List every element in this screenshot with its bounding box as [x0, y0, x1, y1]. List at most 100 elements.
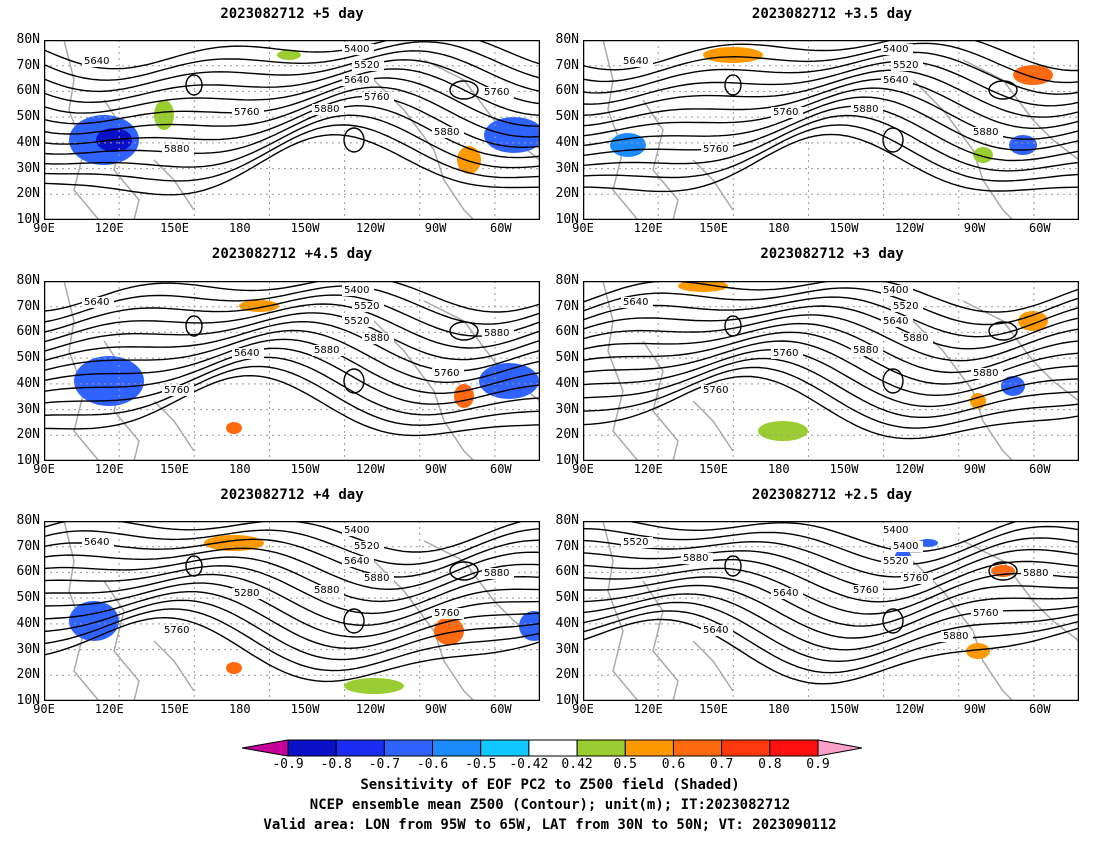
lon-label: 120E — [633, 702, 663, 716]
colorbar-swatch — [624, 739, 674, 757]
lon-label: 120W — [355, 462, 385, 476]
lat-label: 80N — [555, 513, 579, 528]
map-panel-5: 5400 5520 5640 5640 5280 5760 5760 5880 5880 5880 — [44, 521, 540, 701]
lon-label: 120W — [355, 702, 385, 716]
lat-label: 70N — [16, 298, 40, 314]
contour-label: 5520 — [883, 556, 908, 567]
lat-label: 70N — [555, 57, 579, 73]
lon-label: 90W — [963, 462, 986, 476]
lon-label: 120W — [355, 221, 385, 235]
lon-label: 180 — [228, 221, 251, 235]
lat-label: 40N — [555, 134, 579, 150]
contour-label: 5760 — [773, 107, 798, 118]
colorbar-swatch — [672, 739, 723, 757]
lon-label: 120E — [94, 702, 124, 716]
footer-line-1: Sensitivity of EOF PC2 to Z500 field (Sh… — [360, 777, 740, 793]
lon-label: 90W — [963, 702, 986, 716]
lat-label: 20N — [16, 186, 40, 202]
lon-label: 180 — [767, 462, 790, 476]
lat-label: 30N — [16, 641, 40, 657]
lat-label: 10N — [555, 212, 579, 227]
lat-label: 40N — [16, 615, 40, 631]
lon-label: 60W — [1028, 221, 1051, 235]
lon-label: 120W — [894, 462, 924, 476]
lon-label: 90W — [963, 221, 986, 235]
lon-label: 120E — [633, 462, 663, 476]
lat-label: 60N — [16, 324, 40, 340]
lat-label: 50N — [16, 350, 40, 366]
lat-label: 20N — [16, 427, 40, 443]
contour-label: 5520 — [623, 537, 648, 548]
contour-label: 5640 — [883, 75, 908, 86]
lon-label: 150W — [290, 462, 320, 476]
map-panel-6: 5400 5400 5520 5520 5640 5640 5760 5760 5760 5880… — [583, 521, 1079, 701]
contour-label: 5400 — [344, 285, 369, 296]
contour-label: 5880 — [1023, 568, 1048, 579]
colorbar-swatch — [769, 739, 819, 757]
colorbar-swatch — [576, 739, 626, 757]
lon-label: 150E — [160, 462, 189, 476]
contour-label: 5760 — [703, 144, 728, 155]
contour-label: 5760 — [773, 348, 798, 359]
lat-label: 80N — [555, 273, 579, 288]
lat-label: 50N — [16, 109, 40, 125]
contour-label: 5880 — [314, 585, 339, 596]
lon-label: 90W — [424, 462, 447, 476]
contour-label: 5760 — [903, 573, 928, 584]
lon-label: 60W — [1028, 462, 1051, 476]
contour-label: 5880 — [853, 345, 878, 356]
contour-label: 5640 — [84, 56, 109, 67]
lon-label: 60W — [489, 221, 512, 235]
colorbar-tick-label: -0.7 — [368, 757, 401, 772]
lat-label: 30N — [16, 401, 40, 417]
panel-title: 2023082712 +5 day — [220, 6, 364, 22]
map-panel-4: 5400 5520 5640 5640 5760 5760 5880 5880 5880 — [583, 281, 1079, 461]
contour-label: 5760 — [234, 107, 259, 118]
lat-label: 30N — [555, 401, 579, 417]
contour-label: 5520 — [893, 60, 918, 71]
lon-label: 90W — [424, 221, 447, 235]
contour-label: 5640 — [84, 537, 109, 548]
contour-label: 5760 — [484, 87, 509, 98]
lon-label: 150W — [829, 221, 859, 235]
lon-label: 60W — [489, 462, 512, 476]
contour-label: 5280 — [234, 588, 259, 599]
lat-label: 40N — [16, 134, 40, 150]
lon-label: 90E — [572, 702, 594, 716]
lat-label: 40N — [16, 375, 40, 391]
colorbar-tick-label: -0.8 — [320, 757, 352, 772]
lat-label: 20N — [555, 667, 579, 683]
lon-label: 60W — [489, 702, 512, 716]
colorbar-swatch — [335, 739, 385, 757]
lat-label: 60N — [16, 83, 40, 99]
panel-title: 2023082712 +3 day — [760, 246, 904, 262]
contour-label: 5880 — [903, 333, 928, 344]
contour-label: 5880 — [853, 104, 878, 115]
contour-label: 5520 — [344, 316, 369, 327]
lon-label: 120E — [94, 462, 124, 476]
contour-label: 5880 — [434, 127, 459, 138]
lat-label: 20N — [555, 186, 579, 202]
contour-label: 5520 — [893, 301, 918, 312]
lat-label: 50N — [16, 590, 40, 606]
lat-label: 60N — [555, 324, 579, 340]
lon-label: 180 — [228, 462, 251, 476]
contour-label: 5640 — [84, 297, 109, 308]
contour-label: 5880 — [364, 333, 389, 344]
lon-label: 150E — [699, 702, 728, 716]
lat-label: 80N — [16, 32, 40, 47]
lon-label: 120W — [894, 702, 924, 716]
contour-label: 5880 — [683, 553, 708, 564]
lat-label: 10N — [555, 693, 579, 708]
colorbar-tick-label: 0.7 — [709, 757, 734, 772]
colorbar-tick-label: -0.6 — [416, 757, 449, 772]
lat-label: 10N — [16, 212, 40, 227]
lat-label: 30N — [555, 160, 579, 176]
contour-label: 5760 — [364, 92, 389, 103]
lat-label: 30N — [16, 160, 40, 176]
lat-label: 70N — [555, 538, 579, 554]
panel-title: 2023082712 +2.5 day — [751, 487, 913, 503]
contour-label: 5760 — [164, 625, 189, 636]
lat-label: 80N — [16, 273, 40, 288]
lon-label: 120W — [894, 221, 924, 235]
